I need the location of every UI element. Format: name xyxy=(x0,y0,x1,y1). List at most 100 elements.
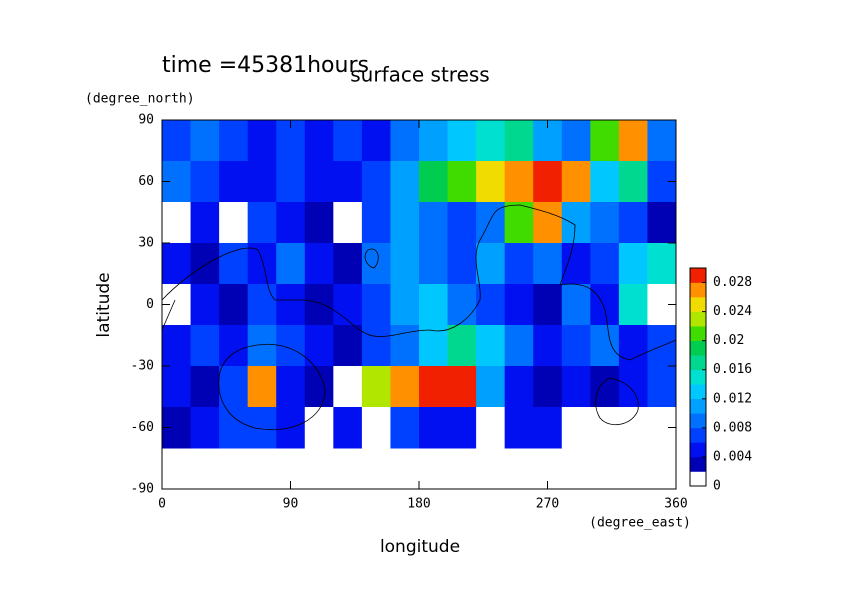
chart-subtitle: time =45381hours xyxy=(162,53,369,78)
coastline xyxy=(161,299,176,331)
cell xyxy=(219,161,249,203)
cell xyxy=(276,161,306,203)
cell xyxy=(333,284,363,326)
cell xyxy=(304,407,334,449)
x-tick-label: 90 xyxy=(283,497,299,512)
cell xyxy=(219,366,249,408)
cell xyxy=(476,407,506,449)
colorbar-band xyxy=(690,427,706,443)
cell xyxy=(590,325,620,367)
cell xyxy=(618,366,648,408)
cell xyxy=(390,243,420,285)
colorbar-tick-label: 0.024 xyxy=(713,304,752,319)
cell xyxy=(247,202,277,244)
coastline xyxy=(595,377,639,426)
cell xyxy=(447,407,477,449)
y-axis-label: latitude xyxy=(94,272,114,337)
cell xyxy=(561,202,591,244)
cell xyxy=(561,325,591,367)
cell xyxy=(361,243,391,285)
cell xyxy=(618,407,648,449)
cell xyxy=(276,284,306,326)
cell xyxy=(361,161,391,203)
cell xyxy=(419,161,449,203)
cell xyxy=(333,366,363,408)
cell xyxy=(561,243,591,285)
cell xyxy=(361,120,391,162)
x-tick-label: 270 xyxy=(536,497,559,512)
cell xyxy=(476,161,506,203)
cell xyxy=(162,325,192,367)
cell xyxy=(419,366,449,408)
cell xyxy=(419,120,449,162)
cell xyxy=(533,407,563,449)
cell xyxy=(361,284,391,326)
cell xyxy=(647,366,677,408)
y-tick-label: -30 xyxy=(131,359,154,374)
colorbar-tick-label: 0.028 xyxy=(713,275,752,290)
coastlines xyxy=(161,204,677,431)
colorbar-band xyxy=(690,311,706,327)
cell xyxy=(476,284,506,326)
cell xyxy=(276,202,306,244)
cell xyxy=(304,325,334,367)
chart-title: surface stress xyxy=(350,63,489,87)
cell xyxy=(276,366,306,408)
cell xyxy=(618,202,648,244)
cell xyxy=(162,366,192,408)
cell xyxy=(447,243,477,285)
cell xyxy=(190,325,220,367)
cell xyxy=(590,161,620,203)
y-unit: (degree_north) xyxy=(85,92,195,107)
cell xyxy=(590,202,620,244)
field xyxy=(162,120,677,449)
cell xyxy=(333,325,363,367)
cell xyxy=(190,284,220,326)
cell xyxy=(247,284,277,326)
coastline xyxy=(218,343,326,431)
colorbar: 0 0.004 0.008 0.012 0.016 0.02 0.024 0.028 xyxy=(689,267,752,494)
cell xyxy=(447,366,477,408)
cell xyxy=(447,284,477,326)
cell xyxy=(361,325,391,367)
cell xyxy=(390,202,420,244)
cell xyxy=(561,407,591,449)
colorbar-band xyxy=(690,398,706,414)
colorbar-band xyxy=(690,282,706,298)
cell xyxy=(590,243,620,285)
cell xyxy=(247,120,277,162)
colorbar-band xyxy=(690,297,706,312)
cell xyxy=(361,407,391,449)
cell xyxy=(219,284,249,326)
cell xyxy=(561,366,591,408)
x-tick-label: 0 xyxy=(158,497,166,512)
cell xyxy=(476,325,506,367)
colorbar-band xyxy=(690,413,706,429)
cell xyxy=(190,202,220,244)
cell xyxy=(390,284,420,326)
coastline xyxy=(161,204,677,361)
cell xyxy=(390,120,420,162)
colorbar-frame xyxy=(689,267,707,487)
cell xyxy=(333,161,363,203)
y-tick-label: 90 xyxy=(138,113,154,128)
cell xyxy=(390,407,420,449)
x-tick-label: 180 xyxy=(407,497,430,512)
cell xyxy=(533,366,563,408)
cell xyxy=(162,202,192,244)
y-tick-label: 30 xyxy=(138,236,154,251)
cell xyxy=(504,366,534,408)
cell xyxy=(247,243,277,285)
colorbar-tick-label: 0.008 xyxy=(713,420,752,435)
cell xyxy=(304,120,334,162)
colorbar-band xyxy=(690,268,706,283)
cell xyxy=(504,284,534,326)
cell xyxy=(447,120,477,162)
cell xyxy=(618,325,648,367)
cell xyxy=(361,366,391,408)
y-tick-label: 60 xyxy=(138,174,154,189)
colorbar-tick-label: 0.004 xyxy=(713,449,752,464)
cell xyxy=(419,407,449,449)
cell xyxy=(476,243,506,285)
